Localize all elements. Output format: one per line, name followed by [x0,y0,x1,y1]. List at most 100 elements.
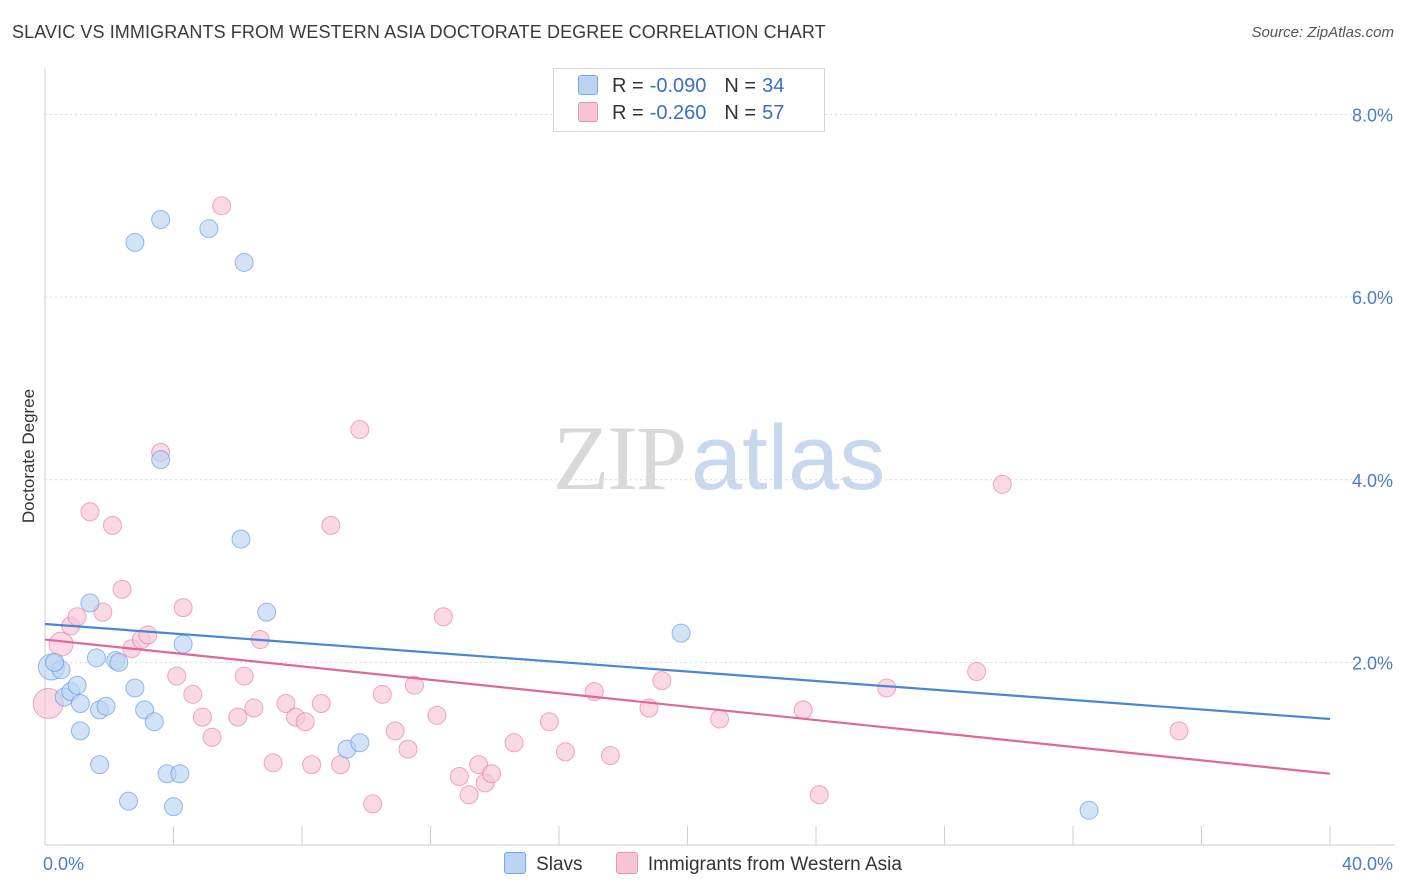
legend-swatch-western-asia [578,102,598,122]
data-point [48,631,74,657]
legend-r-label: R = [612,102,644,124]
y-axis-label: Doctorate Degree [19,389,38,523]
data-point [1079,800,1099,820]
data-point [80,502,100,522]
data-point [398,739,418,759]
data-point [539,712,559,732]
data-point [482,764,502,784]
data-point [80,593,100,613]
data-point [652,671,672,691]
watermark-zip: ZIP [553,407,687,509]
data-point [263,753,283,773]
data-point [992,474,1012,494]
series-legend: Slavs Immigrants from Western Asia [0,852,1406,876]
data-point [173,598,193,618]
data-point [109,652,129,672]
data-point [151,450,171,470]
x-tick-label: 40.0% [1342,854,1393,874]
legend-n-value-slavs: 34 [762,75,785,97]
data-point [555,742,575,762]
y-tick-label: 8.0% [1352,106,1393,126]
data-point [469,755,489,775]
data-point [433,607,453,627]
data-point [257,602,277,622]
series-western-asia [32,196,1189,814]
y-tick-label: 2.0% [1352,653,1393,673]
data-point [70,693,90,713]
data-point [67,675,87,695]
data-point [173,634,193,654]
data-point [302,755,322,775]
data-point [170,764,190,784]
data-point [202,727,222,747]
legend-r-label: R = [612,75,644,97]
legend-r-value-western-asia: -0.260 [649,102,707,124]
legend-r-value-slavs: -0.090 [649,75,707,97]
data-point [192,707,212,727]
data-point [93,602,113,622]
data-point [404,675,424,695]
data-point [102,515,122,535]
data-point [125,232,145,252]
data-point [311,693,331,713]
data-point [67,607,87,627]
series-legend-slavs[interactable]: Slavs [504,852,583,876]
data-point [321,515,341,535]
data-point [167,666,187,686]
data-point [295,712,315,732]
series-slavs [37,210,1099,820]
data-point [710,709,730,729]
data-point [212,196,232,216]
data-point [119,791,139,811]
data-point [671,623,691,643]
data-point [151,210,171,230]
data-point [144,712,164,732]
data-point [363,794,383,814]
legend-swatch-slavs [578,75,598,95]
series-swatch-western-asia [615,852,638,874]
data-point [877,678,897,698]
data-point [70,721,90,741]
data-point [138,625,158,645]
chart-title: SLAVIC VS IMMIGRANTS FROM WESTERN ASIA D… [12,22,826,42]
data-point [385,721,405,741]
data-point [809,785,829,805]
data-point [449,767,469,787]
data-point [504,733,524,753]
source-label: Source: ZipAtlas.com [1251,24,1394,41]
legend-n-label: N = [724,75,757,97]
data-point [112,579,132,599]
data-point [427,705,447,725]
data-point [244,698,264,718]
series-label-western-asia: Immigrants from Western Asia [647,854,902,875]
data-point [90,755,110,775]
data-point [86,648,106,668]
data-point [350,420,370,440]
series-swatch-slavs [504,852,527,874]
data-point [125,678,145,698]
data-point [276,693,296,713]
data-point [459,785,479,805]
data-point [372,684,392,704]
watermark-atlas: atlas [691,407,886,509]
legend-n-label: N = [724,102,757,124]
correlation-legend: R = -0.090 N = 34 R = -0.260 N = 57 [553,68,825,132]
legend-row-western-asia: R = -0.260 N = 57 [578,102,784,126]
trend-line-western-asia [44,638,1331,775]
data-point [967,662,987,682]
data-point [96,696,116,716]
y-tick-label: 4.0% [1352,471,1393,491]
data-point [350,733,370,753]
data-point [164,797,183,817]
data-point [45,652,65,672]
watermark: ZIPatlas [553,405,885,511]
data-point [793,700,813,720]
data-point [600,746,620,766]
series-label-slavs: Slavs [536,854,583,875]
legend-n-value-western-asia: 57 [762,102,785,124]
series-legend-western-asia[interactable]: Immigrants from Western Asia [615,852,902,876]
data-point [228,707,248,727]
trend-line-slavs [44,622,1331,721]
y-tick-label: 6.0% [1352,288,1393,308]
